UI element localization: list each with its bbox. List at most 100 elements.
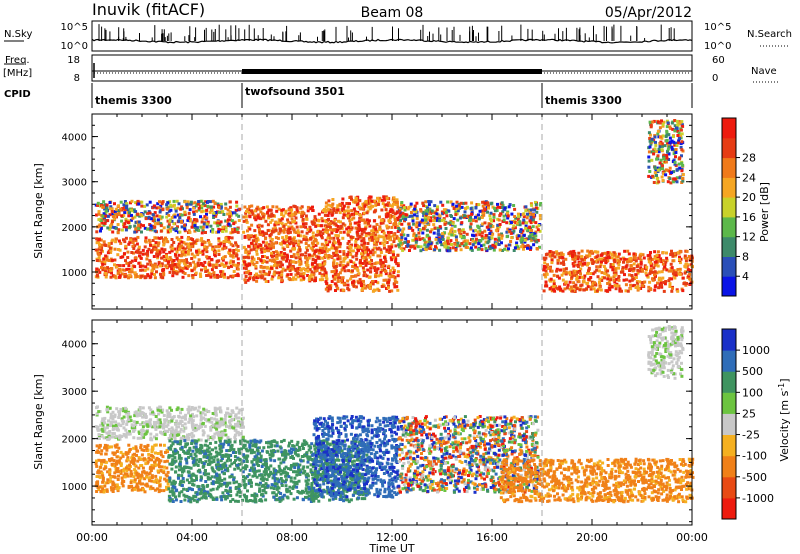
data-cell [97,435,101,439]
data-cell [302,225,306,229]
data-cell [169,245,173,249]
data-cell [194,241,198,245]
data-cell [471,243,475,247]
data-cell [290,266,294,270]
data-cell [449,230,452,234]
data-cell [474,233,478,237]
data-cell [203,215,207,219]
data-cell [515,237,519,241]
data-cell [441,238,445,241]
data-cell [531,225,535,229]
data-cell [134,239,138,242]
velocity-data-cells [94,325,695,504]
data-cell [228,261,232,265]
data-cell [665,256,669,260]
data-cell [408,249,411,252]
data-cell [191,276,195,280]
data-cell [355,257,359,261]
data-cell [385,248,389,252]
data-cell [325,249,329,253]
data-cell [586,285,590,289]
data-cell [294,256,298,260]
data-cell [286,267,290,271]
data-cell [342,250,346,253]
data-cell [448,249,452,253]
data-cell [229,242,233,246]
data-cell [156,256,160,260]
data-cell [152,204,156,208]
data-cell [524,224,528,228]
data-cell [387,274,391,278]
data-cell [199,251,203,254]
data-cell [402,204,406,208]
data-cell [118,274,122,278]
data-cell [98,243,101,247]
data-cell [102,257,106,261]
data-cell [208,243,212,247]
data-cell [313,266,317,270]
data-cell [143,226,147,230]
data-cell [216,224,220,228]
data-cell [255,252,259,256]
data-cell [291,241,295,245]
data-cell [150,438,154,442]
data-cell [486,204,490,208]
data-cell [459,248,463,252]
data-cell [375,271,379,275]
data-cell [489,244,493,248]
data-cell [593,270,597,274]
data-cell [351,275,355,278]
data-cell [624,267,628,270]
data-cell [106,219,110,223]
data-cell [100,204,104,207]
data-cell [622,260,625,264]
data-cell [639,261,643,265]
data-cell [288,262,292,266]
data-cell [279,218,283,222]
data-cell [235,253,239,257]
data-cell [455,204,459,208]
data-cell [195,226,199,230]
data-cell [451,222,455,226]
data-cell [312,239,316,243]
data-cell [361,206,365,210]
data-cell [612,251,616,255]
data-cell [432,231,436,235]
data-cell [326,243,330,247]
data-cell [294,239,298,243]
data-cell [136,436,140,440]
data-cell [376,254,380,258]
data-cell [519,228,523,232]
data-cell [279,251,283,254]
data-cell [116,231,120,235]
data-cell [664,168,668,172]
data-cell [665,138,669,142]
data-cell [172,432,176,436]
data-cell [169,258,173,262]
data-cell [543,261,547,265]
data-cell [618,260,621,263]
data-cell [666,180,670,184]
data-cell [535,225,539,229]
data-cell [668,177,672,181]
data-cell [184,266,188,270]
data-cell [107,242,111,246]
data-cell [678,250,682,254]
data-cell [334,233,338,237]
data-cell [397,237,401,241]
data-cell [630,274,634,277]
data-cell [180,205,184,209]
data-cell [354,263,357,267]
data-cell [611,263,615,266]
data-cell [362,239,366,243]
data-cell [158,236,162,240]
data-cell [391,274,395,278]
data-cell [122,213,126,217]
data-cell [280,210,284,214]
data-cell [362,271,366,274]
data-cell [492,213,496,217]
data-cell [210,420,214,424]
data-cell [535,240,539,244]
data-cell [502,214,506,218]
